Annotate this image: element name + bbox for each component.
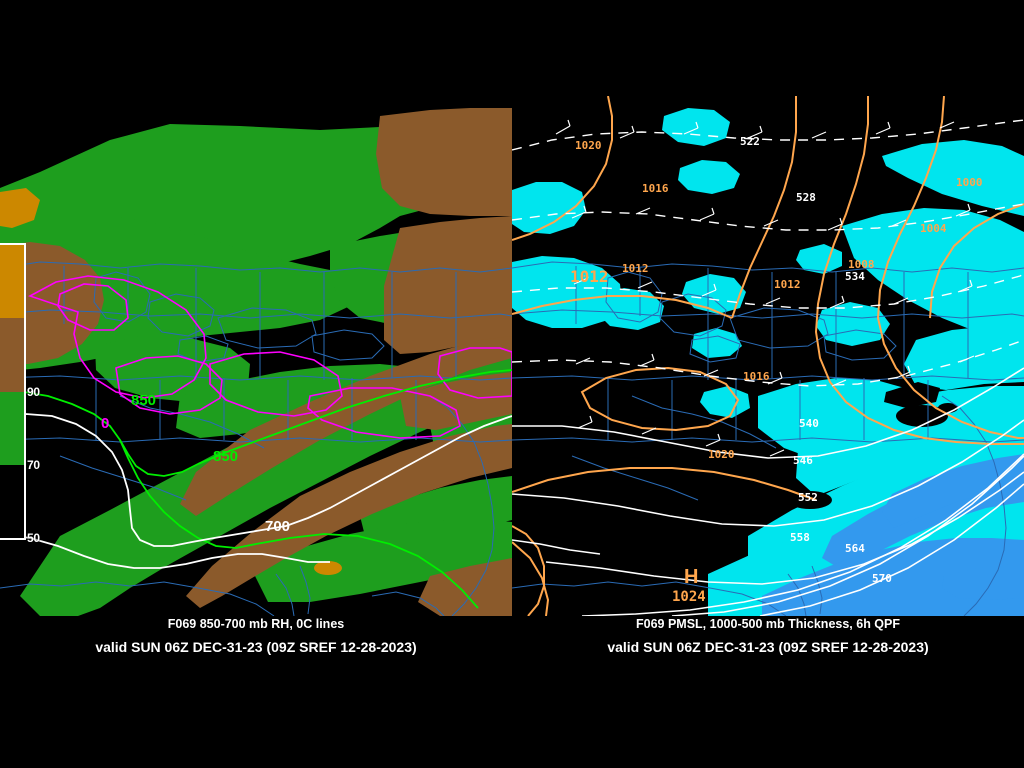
freezing-line-700-south bbox=[0, 533, 330, 569]
thickness-label-558: 558 bbox=[790, 531, 810, 544]
rh-band-0 bbox=[0, 245, 24, 319]
contour-label-850-a: 850 bbox=[131, 392, 156, 409]
contour-label-850-b: 850 bbox=[213, 448, 238, 465]
thickness-label-552: 552 bbox=[798, 491, 818, 504]
wind-barbs bbox=[555, 119, 975, 457]
rh-shading-orange bbox=[0, 188, 40, 228]
caption-pmsl-line1: F069 PMSL, 1000-500 mb Thickness, 6h QPF bbox=[636, 617, 900, 631]
high-pressure-value: 1024 bbox=[672, 589, 706, 605]
panel-pmsl: 1020 1016 1012 1012 1012 1016 1008 1004 … bbox=[512, 0, 1024, 768]
rh-label-3: 50 bbox=[27, 531, 40, 545]
caption-rh-line1: F069 850-700 mb RH, 0C lines bbox=[167, 617, 345, 631]
rh-shading-brown bbox=[0, 108, 512, 616]
qpf-shading-moderate bbox=[762, 454, 1024, 616]
rh-map-svg bbox=[0, 96, 512, 616]
isobar-label-1012a: 1012 bbox=[570, 267, 609, 286]
isobar-label-1020b: 1020 bbox=[708, 448, 735, 461]
isobar-label-1004: 1004 bbox=[920, 222, 947, 235]
thickness-contours-solid bbox=[512, 367, 1024, 616]
isobar-label-1016a: 1016 bbox=[642, 182, 669, 195]
high-pressure-symbol: H bbox=[684, 566, 698, 588]
thickness-label-564: 564 bbox=[845, 542, 865, 555]
rh-label-1: 90 bbox=[27, 384, 40, 399]
freezing-line-850 bbox=[0, 369, 512, 609]
isobar-label-1012b: 1012 bbox=[622, 262, 649, 275]
contour-label-0c: 0 bbox=[101, 415, 109, 432]
isobars bbox=[512, 96, 1024, 616]
rh-label-2: 70 bbox=[27, 457, 40, 472]
caption-pmsl-line2: valid SUN 06Z DEC-31-23 (09Z SREF 12-28-… bbox=[607, 639, 929, 655]
freezing-line-700 bbox=[0, 413, 512, 547]
thickness-contours bbox=[512, 119, 1024, 387]
contour-label-700: 700 bbox=[265, 518, 290, 535]
thickness-label-570: 570 bbox=[872, 572, 892, 585]
map-canvas-pmsl[interactable]: 1020 1016 1012 1012 1012 1016 1008 1004 … bbox=[512, 96, 1024, 616]
isobar-label-1008: 1008 bbox=[848, 258, 875, 271]
isobar-label-1016b: 1016 bbox=[743, 370, 770, 383]
isobar-label-1020a: 1020 bbox=[575, 139, 602, 152]
caption-rh-line2: valid SUN 06Z DEC-31-23 (09Z SREF 12-28-… bbox=[95, 639, 417, 655]
thickness-label-534: 534 bbox=[845, 270, 865, 283]
geography-outlines bbox=[512, 261, 1024, 616]
relative-humidity-legend[interactable]: 90 70 50 bbox=[0, 243, 40, 545]
thickness-label-528: 528 bbox=[796, 191, 816, 204]
pmsl-label-layer: 1020 1016 1012 1012 1012 1016 1008 1004 … bbox=[570, 135, 983, 605]
panel-rh: 850 0 850 700 90 70 50 F069 850-700 mb RH,… bbox=[0, 96, 512, 655]
thickness-label-522: 522 bbox=[740, 135, 760, 148]
thickness-label-546: 546 bbox=[793, 454, 813, 467]
rh-label-layer: 850 0 850 700 bbox=[101, 392, 290, 535]
isobar-label-1012c: 1012 bbox=[774, 278, 801, 291]
geography-outlines bbox=[0, 261, 512, 616]
thickness-label-540: 540 bbox=[799, 417, 819, 430]
rh-band-2 bbox=[0, 391, 24, 465]
rh-band-3 bbox=[0, 464, 24, 538]
qpf-gaps bbox=[788, 382, 958, 509]
isobar-label-1000: 1000 bbox=[956, 176, 983, 189]
map-canvas-rh[interactable]: 850 0 850 700 bbox=[0, 96, 512, 616]
pmsl-map-svg bbox=[512, 96, 1024, 616]
rh-band-1 bbox=[0, 318, 24, 392]
